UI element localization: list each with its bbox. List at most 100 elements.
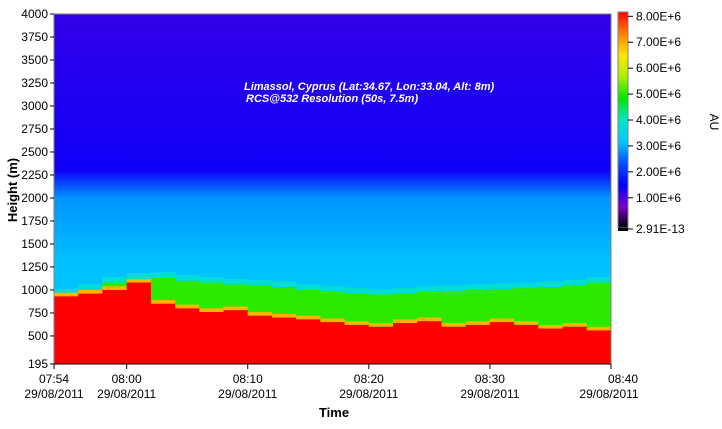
- heatmap-cells: [54, 272, 611, 364]
- heatmap-cell: [150, 277, 176, 304]
- x-tick-time-label: 08:00: [112, 372, 142, 386]
- heatmap-cell: [441, 290, 467, 327]
- heatmap-cell: [296, 319, 321, 364]
- x-tick-time-label: 08:20: [354, 372, 384, 386]
- annotations: Limassol, Cyprus (Lat:34.67, Lon:33.04, …: [244, 81, 495, 105]
- heatmap-cell: [271, 313, 297, 318]
- y-tick-label: 3000: [21, 99, 48, 113]
- heatmap-cell: [175, 280, 200, 309]
- heatmap-cell: [441, 326, 467, 364]
- heatmap-cell: [441, 285, 467, 291]
- heatmap-cell: [199, 308, 225, 313]
- y-tick-label: 750: [28, 306, 48, 320]
- heatmap-cell: [175, 304, 200, 309]
- heatmap-cell: [393, 288, 418, 294]
- heatmap-cell: [586, 330, 611, 364]
- heatmap-cell: [489, 322, 515, 364]
- heatmap-cell: [562, 326, 588, 364]
- heatmap-cell: [514, 324, 539, 364]
- heatmap-cell: [271, 287, 297, 318]
- colorbar-tick-label: 1.00E+6: [636, 191, 681, 205]
- y-tick-label: 3500: [21, 53, 48, 67]
- heatmap-cell: [247, 312, 273, 316]
- heatmap-cell: [538, 328, 564, 364]
- y-tick-label: 1750: [21, 214, 48, 228]
- heatmap-cell: [417, 286, 442, 292]
- x-tick-date-label: 29/08/2011: [24, 387, 83, 401]
- y-tick-label: 2250: [21, 168, 48, 182]
- heatmap-cell: [489, 289, 515, 323]
- heatmap-cell: [514, 282, 539, 289]
- heatmap-cell: [489, 283, 515, 290]
- heatmap-cell: [417, 321, 442, 364]
- heatmap-cell: [562, 323, 588, 327]
- heatmap-cell: [150, 300, 176, 304]
- heatmap-cell: [223, 278, 249, 285]
- heatmap-cell: [562, 279, 588, 286]
- heatmap-cell: [247, 279, 273, 286]
- x-tick-time-label: 08:30: [475, 372, 505, 386]
- heatmap-cell: [126, 278, 152, 283]
- colorbar-tick-label: 8.00E+6: [636, 9, 681, 23]
- heatmap-cell: [102, 286, 128, 290]
- heatmap-cell: [368, 294, 394, 327]
- colorbar-bottom-swatch: [618, 228, 628, 231]
- y-axis-title: Height (m): [5, 158, 20, 222]
- colorbar-tick-label: 4.00E+6: [636, 113, 681, 127]
- colorbar-ticks: 8.00E+6 7.00E+6 6.00E+6 5.00E+6 4.00E+6 3.00E…: [628, 9, 685, 236]
- y-tick-label: 500: [28, 329, 48, 343]
- heatmap-cell: [514, 321, 539, 325]
- heatmap-cell: [102, 277, 128, 283]
- heatmap-cell: [247, 315, 273, 364]
- colorbar-tick-label: 2.91E-13: [636, 222, 685, 236]
- x-tick-time-label: 08:10: [233, 372, 263, 386]
- colorbar-tick-label: 6.00E+6: [636, 61, 681, 75]
- heatmap-cell: [54, 289, 79, 295]
- heatmap-cell: [344, 288, 370, 294]
- heatmap-cell: [320, 291, 346, 323]
- heatmap-cell: [54, 292, 79, 297]
- heatmap-cell: [393, 323, 418, 364]
- x-tick-date-label: 29/08/2011: [579, 387, 638, 401]
- heatmap-cell: [78, 284, 103, 290]
- heatmap-cell: [247, 285, 273, 316]
- heatmap-cell: [54, 296, 79, 364]
- colorbar-tick-label: 7.00E+6: [636, 35, 681, 49]
- heatmap-cell: [417, 291, 442, 322]
- x-tick-time-label: 07:54: [39, 372, 69, 386]
- heatmap-cell: [586, 326, 611, 331]
- x-tick-date-label: 29/08/2011: [460, 387, 519, 401]
- heatmap-cell: [586, 277, 611, 283]
- y-tick-label: 195: [28, 357, 48, 371]
- heatmap-cell: [393, 293, 418, 324]
- heatmap-cell: [102, 289, 128, 364]
- heatmap-cell: [199, 282, 225, 313]
- heatmap-cell: [538, 287, 564, 329]
- y-tick-label: 4000: [21, 7, 48, 21]
- x-axis-title: Time: [319, 405, 349, 420]
- y-tick-label: 1500: [21, 237, 48, 251]
- heatmap-cell: [465, 284, 491, 290]
- heatmap-cell: [296, 284, 321, 290]
- x-axis: 07:5429/08/201108:0029/08/201108:1029/08…: [24, 363, 639, 401]
- heatmap-cell: [465, 289, 491, 325]
- heatmap-cell: [296, 315, 321, 320]
- heatmap-cell: [296, 289, 321, 320]
- y-tick-label: 1250: [21, 260, 48, 274]
- heatmap-cell: [126, 282, 152, 364]
- heatmap-cell: [223, 310, 249, 364]
- y-tick-label: 2500: [21, 145, 48, 159]
- heatmap-cell: [368, 326, 394, 364]
- heatmap-cell: [562, 285, 588, 327]
- heatmap-cell: [320, 286, 346, 292]
- heatmap-cell: [78, 293, 103, 364]
- heatmap-cell: [344, 321, 370, 325]
- heatmap-cell: [393, 319, 418, 324]
- x-tick-time-label: 08:40: [608, 372, 638, 386]
- heatmap-cell: [320, 318, 346, 323]
- heatmap-cell: [175, 275, 200, 281]
- heatmap-cell: [271, 281, 297, 288]
- colorbar: 8.00E+6 7.00E+6 6.00E+6 5.00E+6 4.00E+6 3.00E…: [617, 9, 721, 236]
- heatmap-cell: [78, 289, 103, 294]
- annotation-location: Limassol, Cyprus (Lat:34.67, Lon:33.04, …: [244, 81, 495, 93]
